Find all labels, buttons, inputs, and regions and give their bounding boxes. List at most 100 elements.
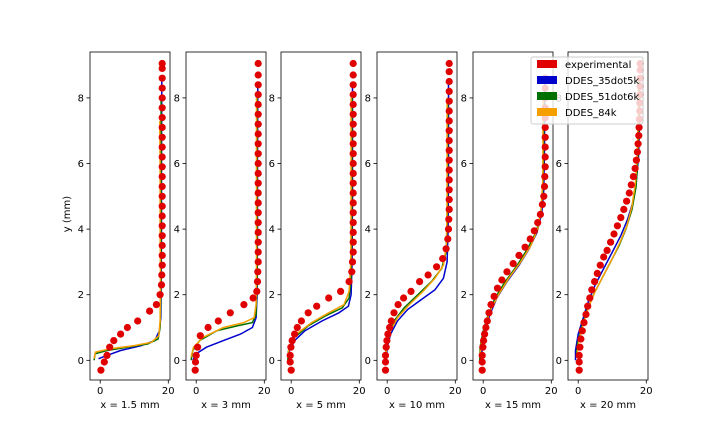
- experimental-point: [530, 227, 538, 235]
- experimental-point: [445, 146, 453, 154]
- y-tick-label: 0: [269, 356, 275, 367]
- experimental-point: [253, 287, 261, 295]
- experimental-point: [635, 123, 643, 131]
- y-tick-label: 6: [556, 159, 562, 170]
- y-tick-label: 0: [556, 356, 562, 367]
- y-tick-label: 6: [365, 159, 371, 170]
- x-tick-label: 0: [384, 386, 390, 397]
- x-tick-label: 20: [353, 386, 366, 397]
- experimental-point: [348, 268, 356, 276]
- experimental-point: [582, 310, 590, 318]
- experimental-point: [541, 143, 549, 151]
- experimental-point: [600, 253, 608, 261]
- experimental-point: [575, 358, 583, 366]
- experimental-point: [625, 189, 633, 197]
- experimental-point: [226, 309, 234, 317]
- experimental-point: [349, 100, 357, 109]
- experimental-point: [158, 261, 166, 269]
- experimental-point: [349, 150, 357, 158]
- experimental-point: [254, 159, 262, 168]
- experimental-point: [627, 181, 635, 189]
- experimental-point: [483, 317, 491, 325]
- experimental-point: [214, 317, 222, 325]
- experimental-point: [498, 276, 506, 284]
- experimental-point: [158, 133, 166, 141]
- experimental-point: [254, 59, 262, 68]
- panel-4: 0 2 4 6 8 0 20 x = 10 mm: [365, 51, 462, 411]
- experimental-point: [631, 164, 639, 172]
- experimental-point: [485, 309, 493, 317]
- experimental-point: [158, 192, 166, 200]
- experimental-point: [254, 199, 262, 207]
- experimental-point: [445, 196, 453, 204]
- experimental-point: [158, 84, 166, 92]
- experimental-point: [445, 166, 453, 174]
- legend-label-ddes-51dot6k: DDES_51dot6k: [565, 92, 640, 103]
- experimental-point: [591, 278, 599, 286]
- panel-frame: [89, 51, 171, 381]
- y-tick-label: 4: [174, 225, 180, 236]
- experimental-point: [593, 269, 601, 277]
- panel-frame: [376, 51, 458, 381]
- x-axis-label: x = 3 mm: [201, 400, 251, 411]
- experimental-point: [297, 317, 305, 325]
- experimental-point: [634, 140, 642, 148]
- experimental-point: [541, 123, 549, 131]
- experimental-point: [394, 301, 402, 309]
- y-tick-label: 2: [556, 290, 562, 301]
- experimental-point: [349, 199, 357, 207]
- experimental-point: [349, 169, 357, 177]
- experimental-point: [254, 209, 262, 217]
- experimental-point: [287, 366, 295, 374]
- x-tick-label: 0: [193, 386, 199, 397]
- experimental-point: [445, 87, 453, 95]
- experimental-point: [617, 214, 625, 222]
- experimental-point: [158, 153, 166, 161]
- experimental-point: [254, 140, 262, 148]
- legend-swatch-ddes-51dot6k: [537, 92, 557, 100]
- legend-label-experimental: experimental: [565, 60, 631, 71]
- experimental-point: [588, 286, 596, 294]
- experimental-point: [158, 182, 166, 191]
- y-tick-label: 4: [556, 225, 562, 236]
- x-tick-label: 0: [97, 386, 103, 397]
- experimental-point: [540, 192, 548, 200]
- y-tick-label: 0: [174, 356, 180, 367]
- experimental-point: [445, 59, 453, 68]
- legend: experimental DDES_35dot5k DDES_51dot6k D…: [530, 56, 644, 125]
- experimental-point: [540, 182, 549, 191]
- experimental-point: [381, 351, 390, 359]
- y-tick-label: 4: [78, 225, 84, 236]
- experimental-point: [158, 114, 166, 122]
- experimental-point: [293, 323, 301, 332]
- x-axis-label: x = 5 mm: [296, 400, 346, 411]
- experimental-point: [348, 258, 357, 266]
- experimental-point: [349, 228, 357, 236]
- experimental-point: [158, 74, 166, 82]
- panel-frame: [280, 51, 362, 381]
- y-tick-label: 2: [78, 290, 84, 301]
- experimental-point: [123, 323, 131, 332]
- panel-2: 0 2 4 6 8 0 20 x = 3 mm: [174, 51, 271, 411]
- experimental-point: [445, 176, 453, 184]
- experimental-point: [349, 179, 357, 187]
- experimental-point: [158, 143, 166, 151]
- experimental-point: [526, 235, 534, 243]
- experimental-point: [253, 278, 262, 286]
- experimental-point: [254, 219, 262, 227]
- experimental-point: [192, 351, 200, 359]
- experimental-point: [478, 351, 486, 359]
- experimental-point: [291, 330, 299, 338]
- experimental-point: [586, 294, 594, 302]
- experimental-point: [349, 140, 357, 148]
- y-tick-label: 6: [269, 159, 275, 170]
- legend-label-ddes-84k: DDES_84k: [565, 108, 617, 119]
- experimental-point: [117, 330, 125, 338]
- y-tick-label: 0: [365, 356, 371, 367]
- experimental-point: [407, 287, 415, 295]
- experimental-point: [536, 210, 545, 218]
- experimental-point: [534, 219, 542, 227]
- experimental-point: [254, 179, 262, 187]
- experimental-point: [254, 71, 262, 79]
- y-tick-label: 2: [461, 290, 467, 301]
